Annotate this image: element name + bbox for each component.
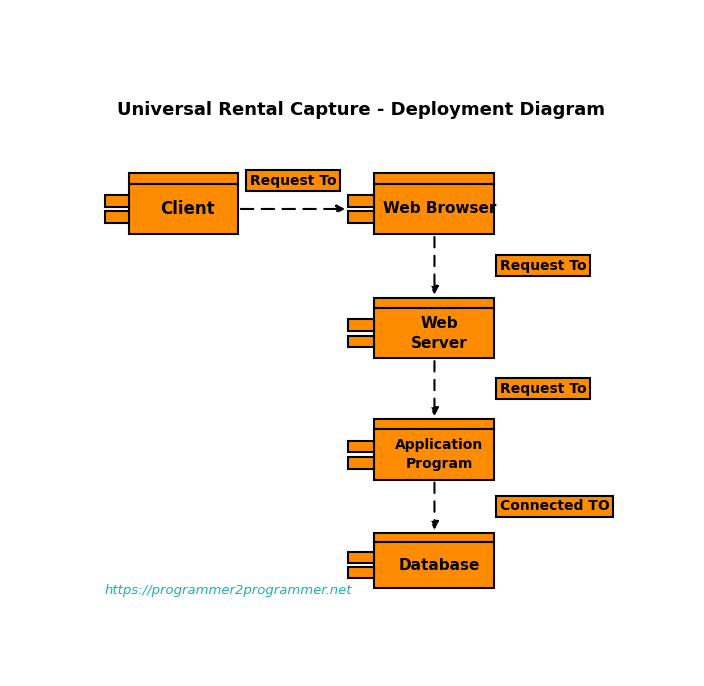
Bar bbox=[375, 532, 494, 542]
Bar bbox=[129, 184, 238, 234]
Bar bbox=[105, 211, 129, 223]
Bar bbox=[375, 298, 494, 308]
Bar bbox=[375, 542, 494, 588]
Bar bbox=[348, 195, 375, 206]
Bar bbox=[375, 308, 494, 358]
Bar bbox=[129, 174, 238, 184]
Text: Database: Database bbox=[398, 558, 480, 573]
Bar bbox=[375, 419, 494, 429]
Bar bbox=[375, 429, 494, 480]
Text: Web
Server: Web Server bbox=[411, 316, 467, 351]
Bar bbox=[375, 184, 494, 234]
Bar bbox=[348, 457, 375, 469]
Text: Universal Rental Capture - Deployment Diagram: Universal Rental Capture - Deployment Di… bbox=[117, 101, 605, 119]
Bar bbox=[105, 195, 129, 206]
Text: Request To: Request To bbox=[500, 259, 586, 273]
Bar bbox=[348, 335, 375, 347]
Bar bbox=[348, 319, 375, 331]
Bar bbox=[348, 567, 375, 578]
Text: Request To: Request To bbox=[250, 174, 337, 188]
Bar bbox=[375, 174, 494, 184]
Text: Web Browser: Web Browser bbox=[382, 202, 496, 217]
Bar bbox=[348, 552, 375, 563]
Text: Request To: Request To bbox=[500, 381, 586, 396]
Text: Application
Program: Application Program bbox=[395, 438, 484, 471]
Text: Client: Client bbox=[161, 200, 215, 218]
Bar bbox=[348, 211, 375, 223]
Bar bbox=[348, 440, 375, 452]
Text: Connected TO: Connected TO bbox=[500, 499, 610, 513]
Text: https://programmer2programmer.net: https://programmer2programmer.net bbox=[104, 584, 352, 598]
